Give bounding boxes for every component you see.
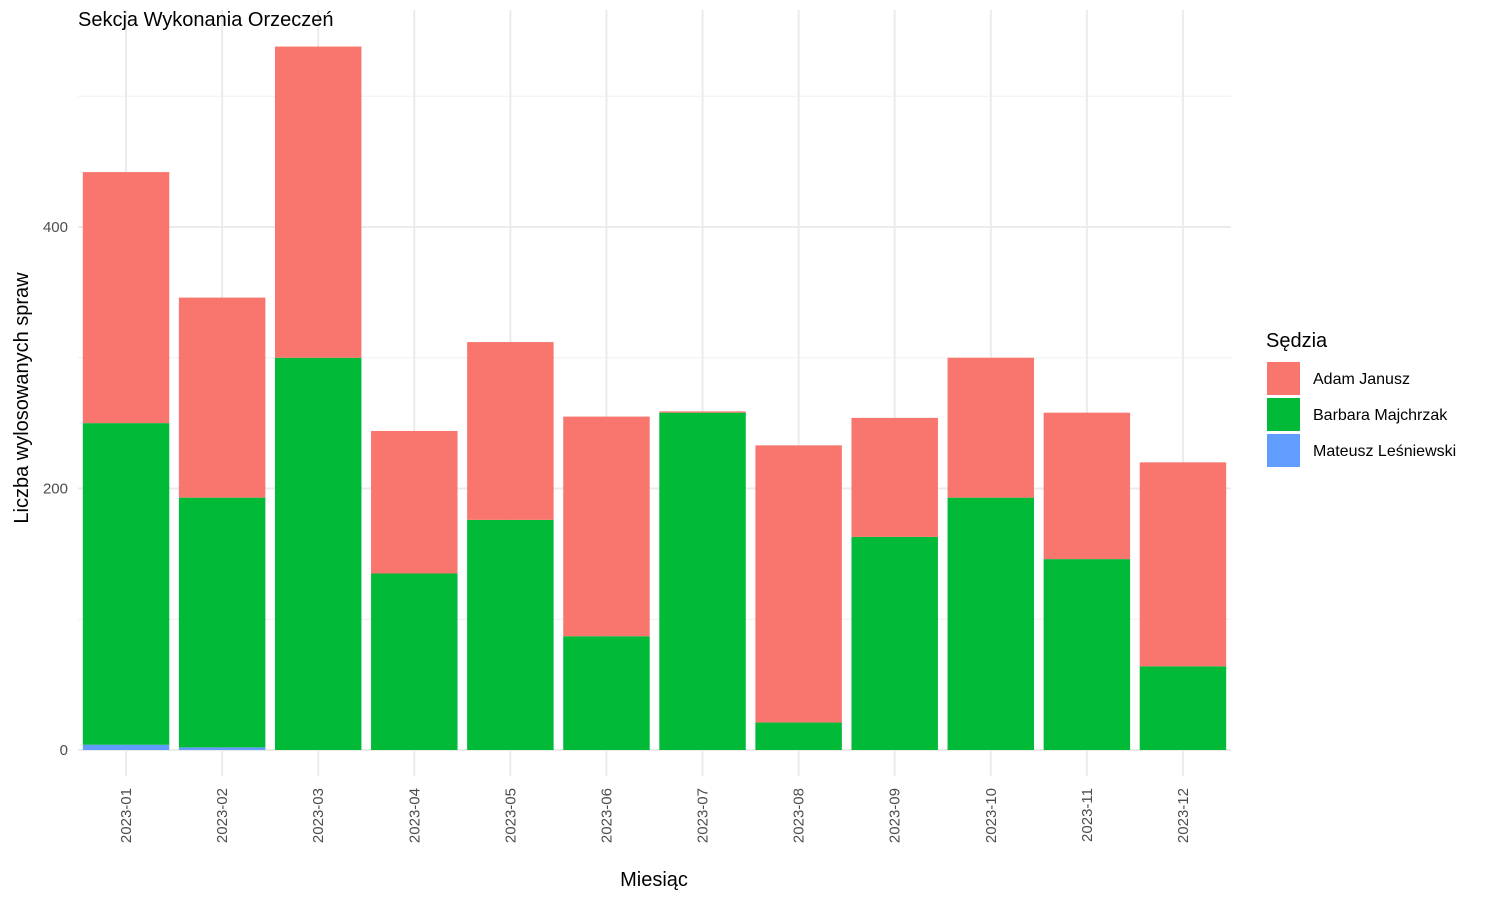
- bar-segment: [1043, 412, 1131, 560]
- x-tick-label: 2023-08: [791, 788, 808, 843]
- bar-segment: [178, 497, 266, 748]
- x-tick-label: 2023-04: [406, 788, 423, 843]
- legend-swatch: [1267, 434, 1300, 467]
- bar-segment: [82, 423, 170, 745]
- bar-segment: [274, 357, 362, 750]
- x-axis-ticks: 2023-01 2023-02 2023-03 2023-04 2023-05 2023-…: [118, 788, 1192, 843]
- x-tick-label: 2023-12: [1175, 788, 1192, 843]
- bar-segment: [851, 536, 938, 750]
- bar-segment: [563, 636, 650, 750]
- bar-segment: [947, 497, 1035, 750]
- y-tick-label: 0: [60, 742, 68, 759]
- x-tick-label: 2023-11: [1079, 788, 1096, 842]
- y-tick-label: 400: [43, 219, 68, 236]
- bars: [82, 46, 1227, 750]
- x-axis-title: Miesiąc: [620, 869, 688, 891]
- bar-segment: [82, 744, 170, 750]
- y-axis-ticks: 0 200 400: [43, 219, 68, 759]
- bar-segment: [659, 412, 746, 750]
- x-tick-label: 2023-05: [502, 788, 519, 843]
- bar-segment: [851, 417, 938, 537]
- y-axis-title: Liczba wylosowanych spraw: [11, 272, 33, 524]
- bar-segment: [755, 445, 842, 723]
- bar-segment: [1043, 559, 1131, 750]
- bar-segment: [371, 573, 458, 750]
- x-tick-label: 2023-06: [598, 788, 615, 843]
- x-tick-label: 2023-03: [310, 788, 327, 843]
- legend-label: Barbara Majchrzak: [1313, 407, 1448, 424]
- bar-segment: [563, 416, 650, 637]
- bar-segment: [755, 722, 842, 750]
- bar-segment: [274, 46, 362, 358]
- legend-label: Mateusz Leśniewski: [1313, 443, 1456, 460]
- legend-swatch: [1267, 362, 1300, 395]
- bar-segment: [467, 519, 554, 750]
- bar-segment: [1139, 666, 1227, 750]
- bar-segment: [371, 430, 458, 574]
- bar-segment: [467, 342, 554, 520]
- y-tick-label: 200: [43, 481, 68, 498]
- bar-segment: [1139, 462, 1227, 667]
- bar-segment: [659, 411, 746, 413]
- x-tick-label: 2023-02: [214, 788, 231, 843]
- chart-title: Sekcja Wykonania Orzeczeń: [78, 9, 334, 31]
- legend-label: Adam Janusz: [1313, 371, 1410, 388]
- bar-segment: [947, 357, 1035, 498]
- legend-swatch: [1267, 398, 1300, 431]
- bar-segment: [178, 297, 266, 498]
- bar-segment: [178, 747, 266, 750]
- x-tick-label: 2023-07: [695, 788, 712, 843]
- bar-segment: [82, 172, 170, 424]
- x-tick-label: 2023-01: [118, 788, 135, 843]
- x-tick-label: 2023-10: [983, 788, 1000, 843]
- legend-title: Sędzia: [1266, 330, 1328, 352]
- legend: Sędzia Adam Janusz Barbara Majchrzak Mateu…: [1266, 330, 1456, 467]
- x-tick-label: 2023-09: [887, 788, 904, 843]
